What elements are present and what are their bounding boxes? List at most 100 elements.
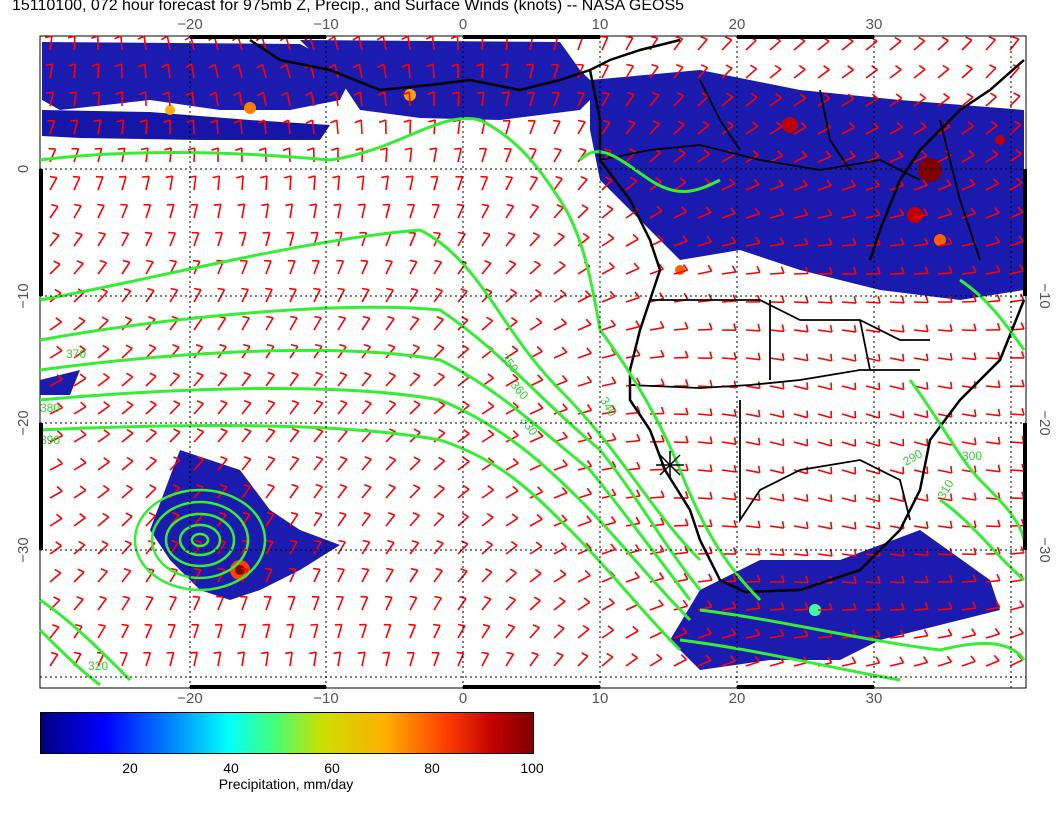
wind-barb-feather (900, 237, 905, 245)
wind-barb (913, 97, 926, 107)
wind-barb (289, 541, 298, 555)
wind-barb (529, 627, 540, 639)
wind-barb (793, 525, 808, 530)
wind-barb (625, 325, 640, 331)
wind-barb-feather (313, 567, 321, 571)
wind-barb (601, 122, 611, 135)
wind-barb (673, 658, 687, 667)
wind-barb (313, 569, 321, 583)
wind-barb (985, 469, 1000, 473)
wind-barb-feather (210, 119, 218, 124)
wind-barb-feather (456, 203, 464, 207)
wind-barb (865, 441, 880, 447)
storm-center-marker (656, 451, 684, 479)
wind-barb (433, 515, 445, 527)
wind-barb (313, 175, 316, 191)
wind-barb-feather (313, 287, 321, 291)
wind-barb (985, 579, 1000, 583)
wind-barb (505, 653, 515, 667)
wind-barb-feather (161, 63, 169, 69)
wind-barb-feather (387, 315, 395, 320)
wind-barb-feather (607, 625, 614, 631)
wind-barb-feather (605, 176, 613, 181)
storm-contours (133, 488, 267, 592)
wind-barb (673, 356, 689, 359)
wind-barb (817, 441, 832, 447)
wind-barb-feather (363, 343, 371, 348)
wind-barb (191, 92, 195, 107)
wind-barb-feather (997, 408, 1001, 416)
wind-barb-feather (149, 428, 157, 434)
wind-barb-feather (75, 231, 83, 236)
wind-barb-feather (304, 91, 312, 97)
wind-barb-feather (942, 64, 950, 70)
wind-barb-feather (996, 322, 1001, 331)
wind-barb-feather (660, 349, 665, 357)
wind-barb-feather (360, 259, 368, 262)
wind-barb-feather (650, 35, 658, 39)
wind-barb (285, 64, 291, 79)
wind-barb (193, 459, 204, 471)
wind-barb-feather (708, 573, 713, 581)
wind-barb (889, 243, 904, 247)
wind-barb (601, 494, 616, 499)
wind-barb (313, 652, 317, 667)
wind-barb-feather (264, 567, 272, 571)
wind-barb-feather (606, 652, 614, 658)
wind-barb (1009, 153, 1022, 163)
wind-barb (529, 177, 538, 191)
wind-barb (265, 175, 268, 191)
wind-barb-feather (733, 492, 737, 500)
wind-barb (553, 408, 568, 415)
wind-barb (241, 317, 250, 331)
wind-barb-feather (80, 401, 87, 408)
wind-barb (625, 439, 640, 443)
wind-barb (865, 69, 878, 79)
wind-barb-feather (352, 35, 360, 41)
wind-barb (217, 402, 228, 415)
wind-barb-feather (634, 571, 640, 578)
wind-barb-feather (562, 403, 568, 410)
wind-barb-feather (94, 147, 102, 150)
wind-barb-feather (806, 353, 809, 361)
wind-barb (601, 548, 616, 555)
wind-barb-feather (830, 494, 833, 502)
wind-barb-feather (610, 516, 617, 523)
wind-barb-feather (363, 511, 371, 516)
wind-barb-feather (877, 296, 881, 304)
wind-barb-feather (164, 147, 172, 151)
wind-barb-feather (923, 237, 929, 245)
wind-barb-feather (386, 567, 394, 571)
wind-barb-feather (782, 493, 785, 501)
wind-barb-feather (585, 542, 592, 549)
wind-barb-feather (173, 428, 181, 433)
wind-barb-feather (339, 483, 347, 488)
wind-barb (601, 602, 615, 611)
wind-barb (457, 348, 470, 359)
wind-barb (937, 329, 953, 332)
wind-barb (49, 462, 63, 471)
wind-barb (529, 654, 539, 667)
wind-barb (793, 329, 809, 333)
wind-barb-feather (558, 596, 566, 603)
wind-barb-feather (757, 323, 761, 332)
wind-barb-feather (872, 122, 879, 128)
wind-barb (73, 234, 83, 247)
wind-barb-feather (163, 119, 171, 124)
wind-barb-feather (256, 63, 263, 69)
wind-barb-feather (878, 382, 881, 390)
wind-barb-feather (408, 623, 416, 626)
wind-barb-feather (173, 400, 181, 405)
wind-barb-feather (103, 401, 110, 407)
wind-barb-feather (684, 321, 689, 329)
wind-barb (49, 653, 59, 667)
wind-barb-feather (733, 323, 737, 331)
wind-barb-feather (924, 266, 929, 274)
wind-barb-feather (1011, 35, 1020, 40)
wind-barb (289, 204, 294, 219)
wind-barb-feather (1019, 600, 1025, 607)
wind-barb (337, 204, 342, 219)
wind-barb-feather (76, 260, 84, 265)
wind-barb-feather (171, 315, 179, 320)
wind-barb-feather (219, 511, 227, 516)
